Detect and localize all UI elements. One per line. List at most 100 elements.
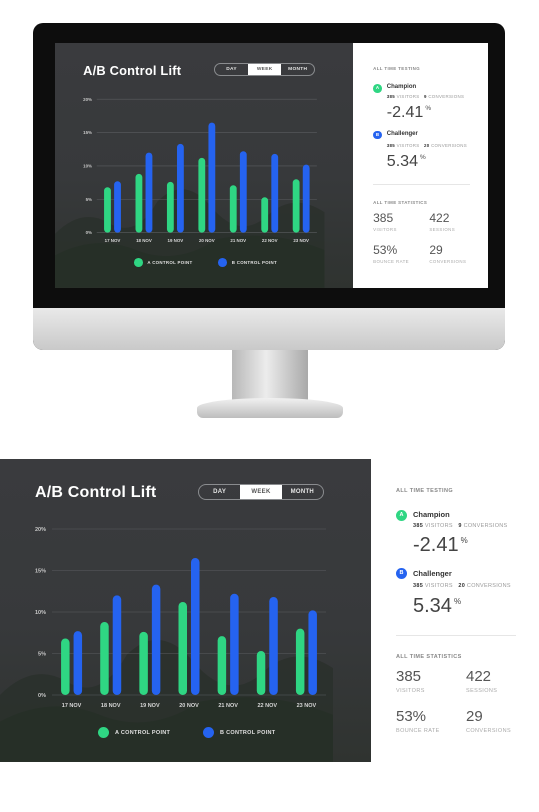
challenger-visitors: 385 bbox=[386, 142, 396, 148]
challenger-conversions-label: CONVERSIONS bbox=[466, 583, 511, 589]
y-tick-label: 5% bbox=[38, 652, 46, 658]
challenger-conversions: 20 bbox=[458, 583, 466, 589]
x-tick-label: 17 NOV bbox=[105, 238, 121, 243]
stat-sessions-label: SESSIONS bbox=[429, 226, 456, 232]
testing-heading: ALL TIME TESTING bbox=[396, 488, 454, 494]
bar-b bbox=[73, 631, 83, 695]
stat-bounce-rate-label: BOUNCE RATE bbox=[373, 259, 410, 265]
monitor-base bbox=[197, 398, 343, 418]
mountain-background bbox=[55, 189, 325, 288]
champion-conversions: 9 bbox=[424, 94, 427, 100]
legend-label-a: A CONTROL POINT bbox=[147, 260, 193, 266]
stat-conversions-value: 29 bbox=[429, 243, 443, 258]
challenger-counts: 385 VISITORS 20 CONVERSIONS bbox=[387, 143, 467, 148]
y-tick-label: 10% bbox=[35, 610, 46, 616]
champion-lift: -2.41% bbox=[387, 103, 431, 122]
stat-bounce-rate-label: BOUNCE RATE bbox=[396, 728, 440, 734]
legend-item-b: B CONTROL POINT bbox=[203, 727, 275, 738]
legend-dot-b-icon bbox=[218, 258, 227, 268]
y-tick-label: 5% bbox=[86, 197, 92, 202]
bar-b bbox=[208, 122, 216, 233]
bar-b bbox=[302, 164, 310, 233]
champion-name: Champion bbox=[413, 510, 450, 519]
chart-panel: A/B Control Lift DAY WEEK MONTH 0% 5% 10% 1… bbox=[0, 459, 371, 762]
legend-item-b: B CONTROL POINT bbox=[218, 258, 278, 268]
y-tick-label: 20% bbox=[83, 97, 92, 102]
champion-visitors-label: VISITORS bbox=[396, 94, 420, 100]
x-tick-label: 21 NOV bbox=[218, 703, 238, 709]
x-tick-label: 18 NOV bbox=[101, 703, 121, 709]
legend-item-a: A CONTROL POINT bbox=[98, 727, 170, 738]
stat-visitors-value: 385 bbox=[396, 668, 422, 685]
bar-a bbox=[256, 651, 266, 695]
stat-bounce-rate-value: 53% bbox=[373, 243, 398, 258]
bar-b bbox=[191, 558, 200, 695]
bar-b bbox=[271, 153, 279, 233]
stat-sessions-value: 422 bbox=[466, 668, 492, 685]
monitor-stand bbox=[232, 350, 308, 405]
challenger-lift: 5.34% bbox=[413, 595, 461, 618]
bar-chart: 0% 5% 10% 15% 20% 17 NOV 18 NOV 19 NOV 20 NOV 21 … bbox=[35, 527, 326, 709]
champion-conversions-label: CONVERSIONS bbox=[463, 523, 508, 529]
statistics-heading: ALL TIME STATISTICS bbox=[373, 199, 428, 205]
bar-a bbox=[178, 602, 187, 695]
challenger-visitors: 385 bbox=[413, 583, 424, 589]
y-tick-label: 15% bbox=[35, 569, 46, 575]
bar-a bbox=[198, 157, 206, 233]
period-tabs: DAY WEEK MONTH bbox=[214, 63, 316, 76]
tab-day[interactable]: DAY bbox=[213, 489, 227, 495]
legend-label-b: B CONTROL POINT bbox=[231, 260, 278, 266]
chart-panel: A/B Control Lift DAY WEEK MONTH 0% 5% 10% 1… bbox=[55, 43, 354, 288]
bar-a bbox=[139, 631, 148, 695]
champion-counts: 385 VISITORS 9 CONVERSIONS bbox=[413, 523, 508, 529]
tab-month[interactable]: MONTH bbox=[288, 67, 308, 73]
x-tick-label: 23 NOV bbox=[297, 703, 317, 709]
tab-month[interactable]: MONTH bbox=[290, 489, 315, 495]
y-tick-label: 15% bbox=[83, 130, 92, 135]
bar-a bbox=[292, 179, 300, 233]
y-tick-label: 20% bbox=[35, 527, 46, 533]
legend-dot-b-icon bbox=[203, 727, 214, 738]
stat-conversions-value: 29 bbox=[466, 708, 483, 725]
y-tick-label: 10% bbox=[83, 164, 92, 169]
dashboard-large: A/B Control Lift DAY WEEK MONTH 0% 5% 10% 1… bbox=[0, 459, 539, 762]
bar-a bbox=[100, 621, 109, 695]
bar-b bbox=[239, 151, 247, 233]
stats-panel: ALL TIME TESTING A Champion 385 VISITORS… bbox=[353, 43, 488, 288]
champion-badge-icon: A bbox=[373, 83, 382, 93]
champion-conversions: 9 bbox=[458, 523, 462, 529]
tab-day[interactable]: DAY bbox=[226, 67, 237, 73]
testing-heading: ALL TIME TESTING bbox=[373, 66, 421, 72]
x-tick-label: 20 NOV bbox=[199, 238, 215, 243]
legend-label-b: B CONTROL POINT bbox=[220, 729, 276, 736]
x-tick-label: 17 NOV bbox=[62, 703, 82, 709]
statistics-heading: ALL TIME STATISTICS bbox=[396, 654, 462, 660]
stat-conversions-label: CONVERSIONS bbox=[429, 259, 467, 265]
y-tick-label: 0% bbox=[38, 693, 46, 699]
challenger-lift-unit: % bbox=[420, 154, 426, 162]
x-tick-label: 22 NOV bbox=[257, 703, 277, 709]
challenger-lift: 5.34% bbox=[387, 152, 426, 171]
stat-visitors-value: 385 bbox=[373, 210, 394, 225]
challenger-conversions-label: CONVERSIONS bbox=[431, 142, 467, 148]
legend-dot-a-icon bbox=[98, 727, 109, 738]
challenger-lift-value: 5.34 bbox=[413, 595, 452, 617]
tab-week[interactable]: WEEK bbox=[248, 64, 282, 75]
champion-lift-value: -2.41 bbox=[413, 534, 459, 556]
x-tick-label: 18 NOV bbox=[136, 238, 152, 243]
challenger-name: Challenger bbox=[413, 569, 452, 578]
champion-counts: 385 VISITORS 9 CONVERSIONS bbox=[387, 94, 464, 99]
champion-name: Champion bbox=[386, 83, 417, 90]
champion-lift-unit: % bbox=[425, 105, 432, 113]
bar-b bbox=[308, 610, 317, 695]
x-tick-label: 19 NOV bbox=[168, 238, 184, 243]
champion-conversions-label: CONVERSIONS bbox=[428, 94, 465, 100]
y-tick-label: 0% bbox=[86, 230, 92, 235]
legend-label-a: A CONTROL POINT bbox=[115, 729, 171, 736]
bar-a bbox=[104, 187, 111, 233]
champion-visitors: 385 bbox=[386, 94, 396, 100]
stat-sessions-value: 422 bbox=[429, 210, 450, 225]
stat-conversions-label: CONVERSIONS bbox=[466, 728, 512, 734]
tab-week[interactable]: WEEK bbox=[240, 485, 282, 499]
legend-item-a: A CONTROL POINT bbox=[133, 258, 193, 268]
